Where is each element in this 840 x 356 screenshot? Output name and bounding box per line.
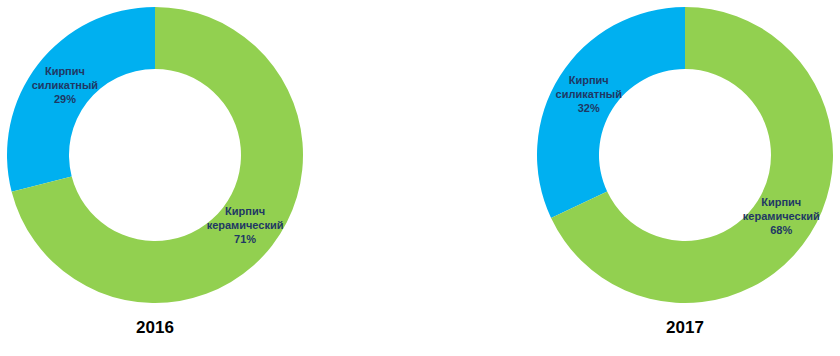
svg-text:Кирпичсиликатный32%: Кирпичсиликатный32% [556, 74, 622, 114]
svg-text:Кирпичсиликатный29%: Кирпичсиликатный29% [32, 65, 98, 105]
html-text:2017: 2017 [666, 318, 704, 337]
svg-text:Кирпичкерамический71%: Кирпичкерамический71% [207, 205, 284, 245]
svg-text:Кирпичкерамический68%: Кирпичкерамический68% [743, 196, 820, 236]
html-text:2016: 2016 [136, 318, 174, 337]
